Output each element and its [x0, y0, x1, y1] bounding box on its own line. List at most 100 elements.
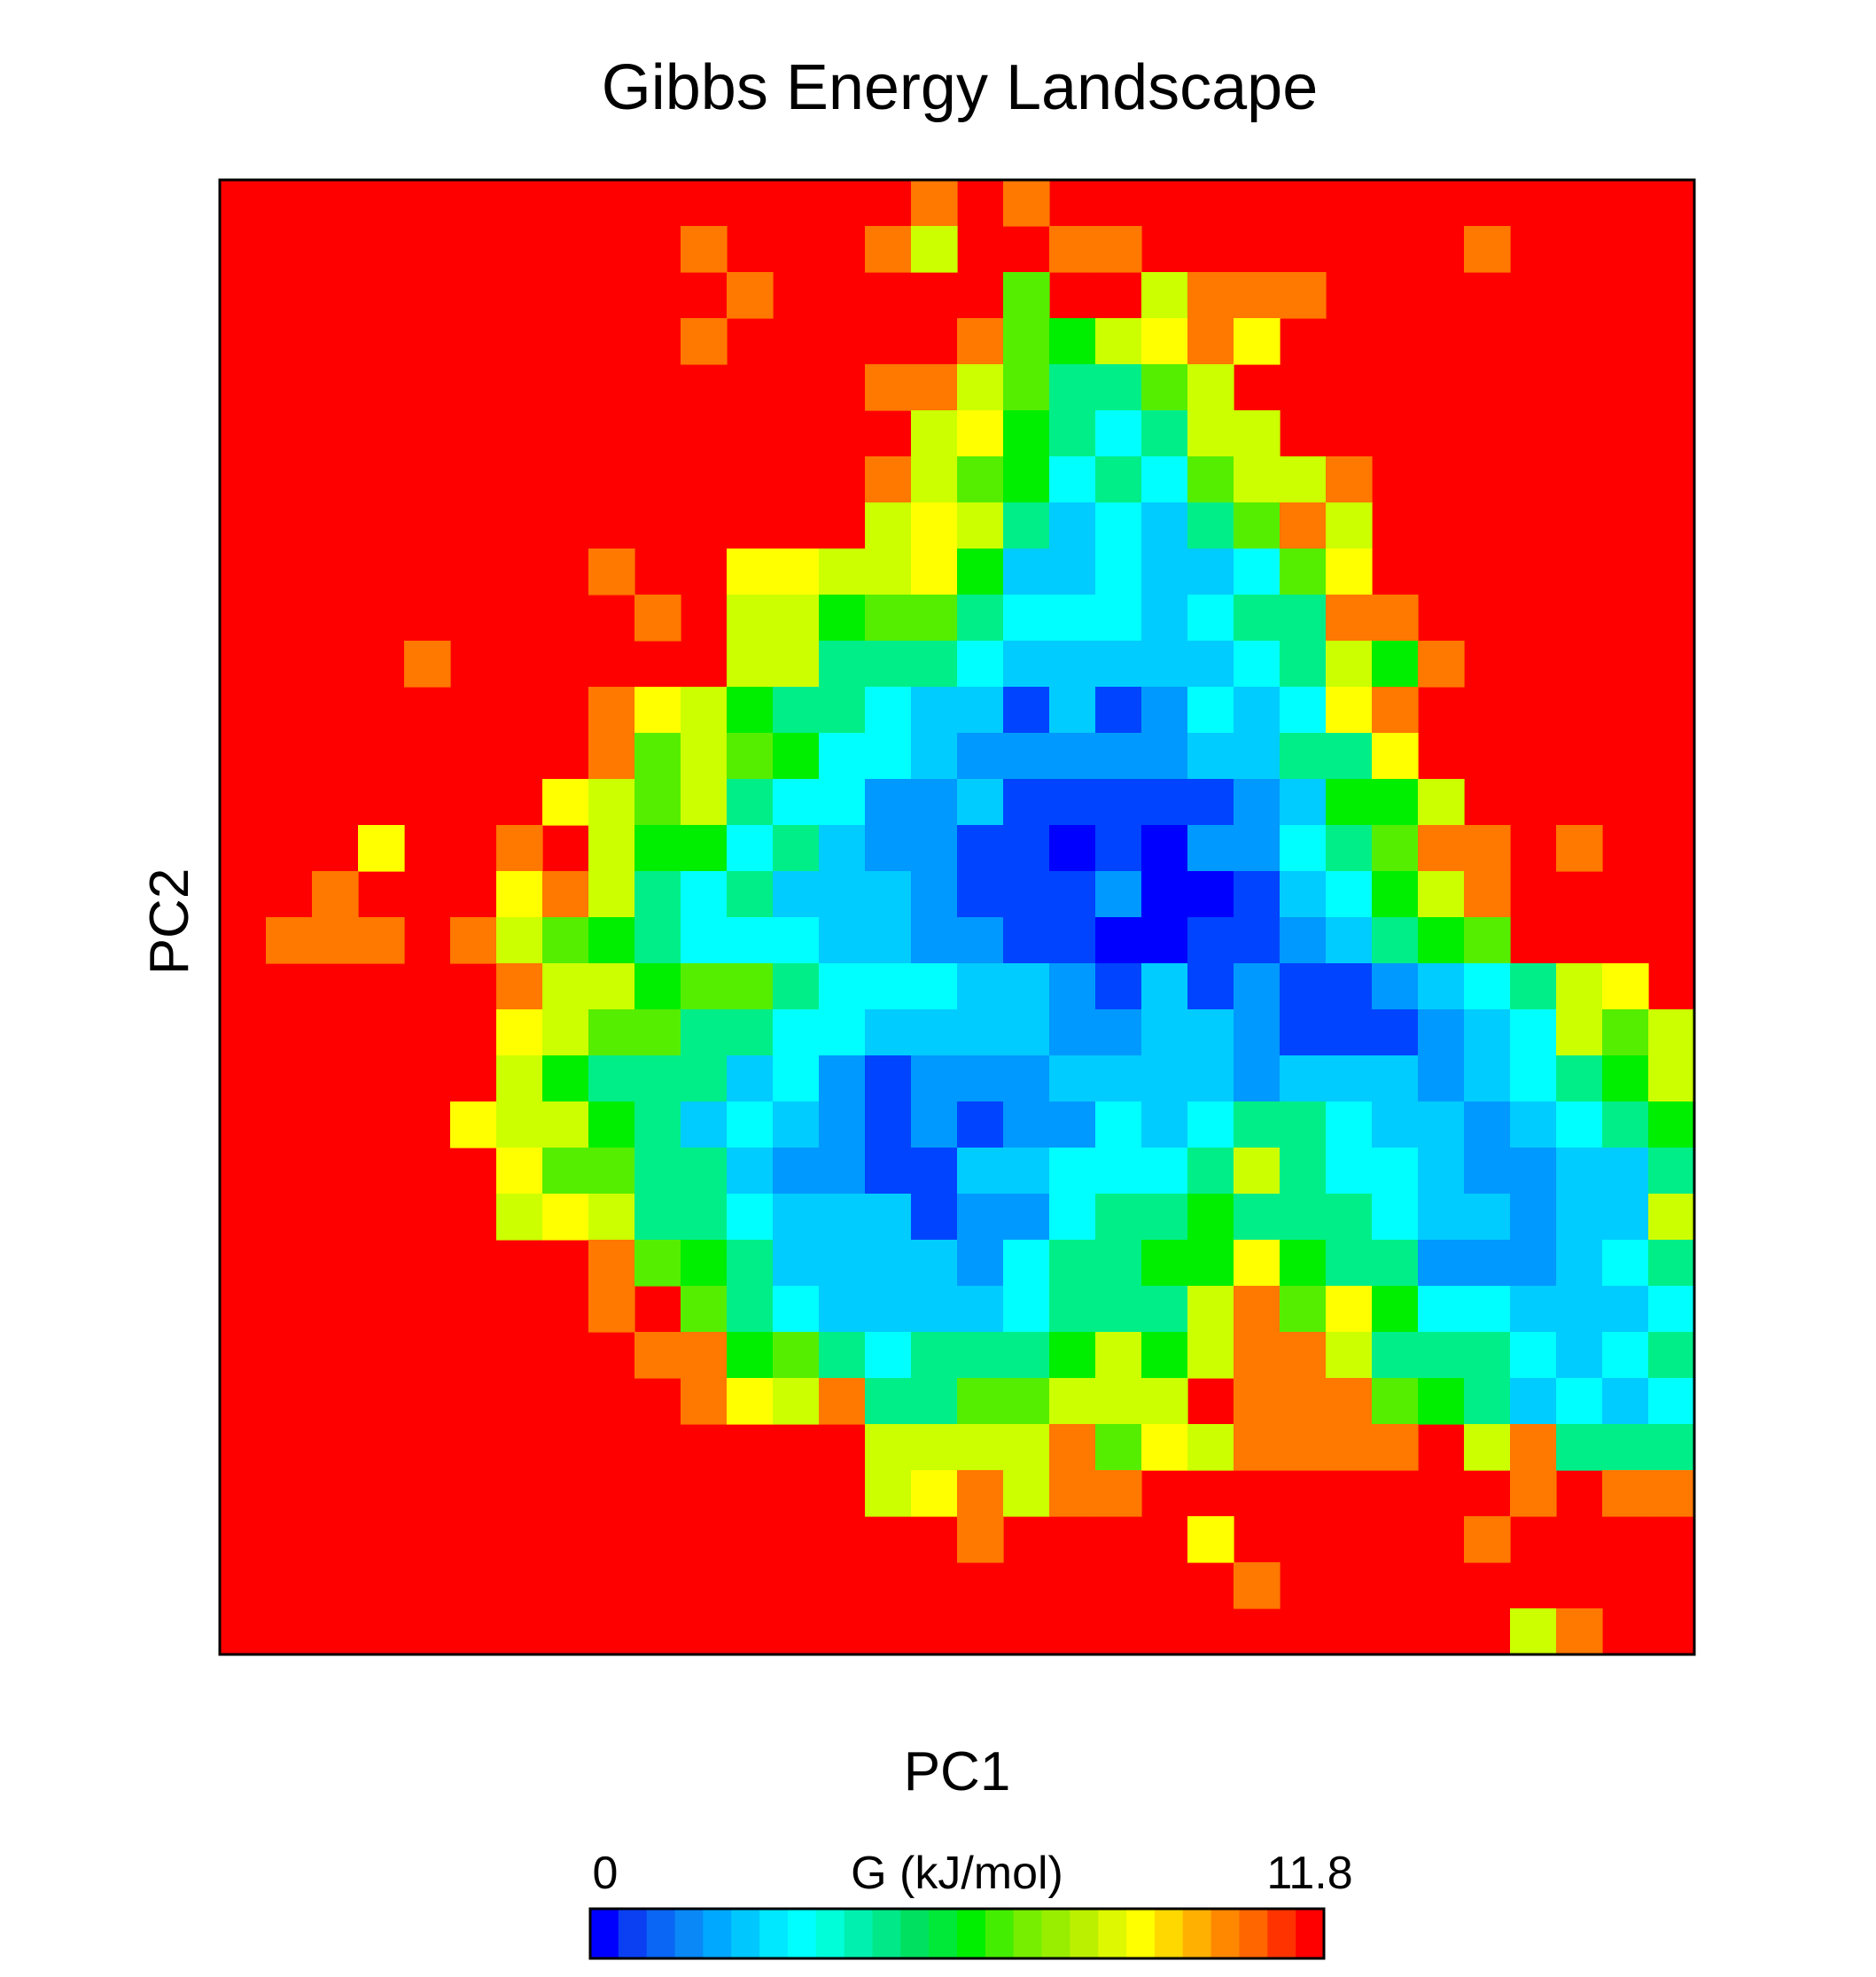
heatmap-cell: [911, 364, 958, 411]
colorbar-frame: [588, 1907, 1326, 1960]
heatmap-cell: [865, 1424, 912, 1471]
heatmap-cell: [1556, 1286, 1603, 1333]
colorbar-title: G (kJ/mol): [851, 1848, 1063, 1899]
heatmap-cell: [681, 917, 728, 964]
heatmap-cell: [634, 1194, 681, 1241]
heatmap-cell: [496, 963, 543, 1010]
heatmap-cell: [1234, 549, 1281, 595]
heatmap-cell: [727, 733, 774, 780]
heatmap-cell: [1003, 641, 1050, 688]
heatmap-cell: [1326, 687, 1373, 734]
heatmap-cell: [496, 1009, 543, 1056]
heatmap-cell: [1141, 549, 1188, 595]
heatmap-cell: [865, 1148, 912, 1195]
heatmap-cell: [1648, 1332, 1695, 1379]
colorbar-swatch: [1210, 1909, 1241, 1958]
heatmap-cell: [1372, 687, 1419, 734]
heatmap-cell: [819, 641, 866, 688]
heatmap-cell: [1556, 1378, 1603, 1425]
heatmap-cell: [1187, 1194, 1234, 1241]
heatmap-cell: [1095, 364, 1142, 411]
heatmap-cell: [865, 641, 912, 688]
heatmap-cell: [911, 1240, 958, 1287]
heatmap-cell: [1003, 1055, 1050, 1102]
heatmap-cell: [1234, 871, 1281, 918]
heatmap-cell: [865, 1240, 912, 1287]
colorbar-swatch: [1267, 1909, 1296, 1958]
heatmap-cell: [681, 1194, 728, 1241]
colorbar-swatch: [787, 1909, 817, 1958]
heatmap-cell: [865, 1332, 912, 1379]
heatmap-cell: [819, 595, 866, 642]
heatmap-cell: [865, 1470, 912, 1517]
heatmap-cell: [1602, 1009, 1649, 1056]
heatmap-cell: [1372, 1148, 1419, 1195]
heatmap-cell: [1372, 917, 1419, 964]
heatmap-cell: [1003, 1240, 1050, 1287]
heatmap-cell: [1003, 1101, 1050, 1148]
heatmap-cell: [358, 917, 405, 964]
heatmap-cell: [1187, 1055, 1234, 1102]
heatmap-cell: [1234, 1240, 1281, 1287]
heatmap-cell: [1418, 641, 1465, 688]
heatmap-cell: [1648, 1378, 1695, 1425]
heatmap-cell: [1326, 963, 1373, 1010]
heatmap-cell: [1187, 502, 1234, 549]
heatmap-cell: [773, 825, 820, 872]
heatmap-cell: [1280, 733, 1327, 780]
heatmap-cell: [1372, 1332, 1419, 1379]
heatmap-cell: [1418, 1378, 1465, 1425]
heatmap-cell: [1510, 1378, 1557, 1425]
heatmap-cell: [681, 1378, 728, 1425]
heatmap-cell: [542, 1055, 589, 1102]
heatmap-cell: [681, 226, 728, 273]
heatmap-cell: [1648, 1240, 1695, 1287]
heatmap-cell: [1095, 456, 1142, 503]
heatmap-cell: [1280, 456, 1327, 503]
heatmap-cell: [1648, 1424, 1695, 1471]
heatmap-cell: [1556, 1332, 1603, 1379]
heatmap-cell: [1003, 180, 1050, 227]
heatmap-cell: [727, 641, 774, 688]
heatmap-cell: [1648, 1194, 1695, 1241]
heatmap-cell: [634, 687, 681, 734]
heatmap-cell: [450, 1101, 497, 1148]
heatmap-cell: [773, 733, 820, 780]
colorbar-swatch: [1013, 1909, 1043, 1958]
chart-title: Gibbs Energy Landscape: [602, 52, 1319, 123]
heatmap-cell: [1372, 1101, 1419, 1148]
heatmap-cell: [681, 963, 728, 1010]
heatmap-cell: [1095, 1286, 1142, 1333]
heatmap-cell: [1464, 871, 1511, 918]
heatmap-cell: [727, 272, 774, 319]
heatmap-cell: [865, 825, 912, 872]
heatmap-cell: [1003, 825, 1050, 872]
heatmap-cell: [542, 917, 589, 964]
heatmap-cell: [911, 1470, 958, 1517]
heatmap-cell: [634, 1148, 681, 1195]
heatmap-cell: [957, 963, 1004, 1010]
heatmap-cell: [1003, 1378, 1050, 1425]
heatmap-cell: [1049, 1009, 1096, 1056]
heatmap-cell: [1234, 1009, 1281, 1056]
heatmap-cell: [681, 687, 728, 734]
heatmap-cell: [1187, 1240, 1234, 1287]
heatmap-cell: [819, 1286, 866, 1333]
heatmap-cell: [588, 1055, 635, 1102]
heatmap-cell: [1095, 410, 1142, 457]
heatmap-cell: [1187, 733, 1234, 780]
heatmap-cell: [634, 1101, 681, 1148]
heatmap-cell: [1187, 1424, 1234, 1471]
heatmap-cell: [773, 1194, 820, 1241]
heatmap-cell: [727, 1009, 774, 1056]
heatmap-cell: [1003, 1424, 1050, 1471]
heatmap-cell: [773, 1055, 820, 1102]
heatmap-cell: [1280, 595, 1327, 642]
heatmap-cell: [1280, 917, 1327, 964]
heatmap-cell: [542, 1101, 589, 1148]
heatmap-cell: [1280, 871, 1327, 918]
heatmap-cell: [1003, 733, 1050, 780]
heatmap-cell: [1049, 917, 1096, 964]
heatmap-cell: [542, 1194, 589, 1241]
heatmap-cell: [819, 1101, 866, 1148]
